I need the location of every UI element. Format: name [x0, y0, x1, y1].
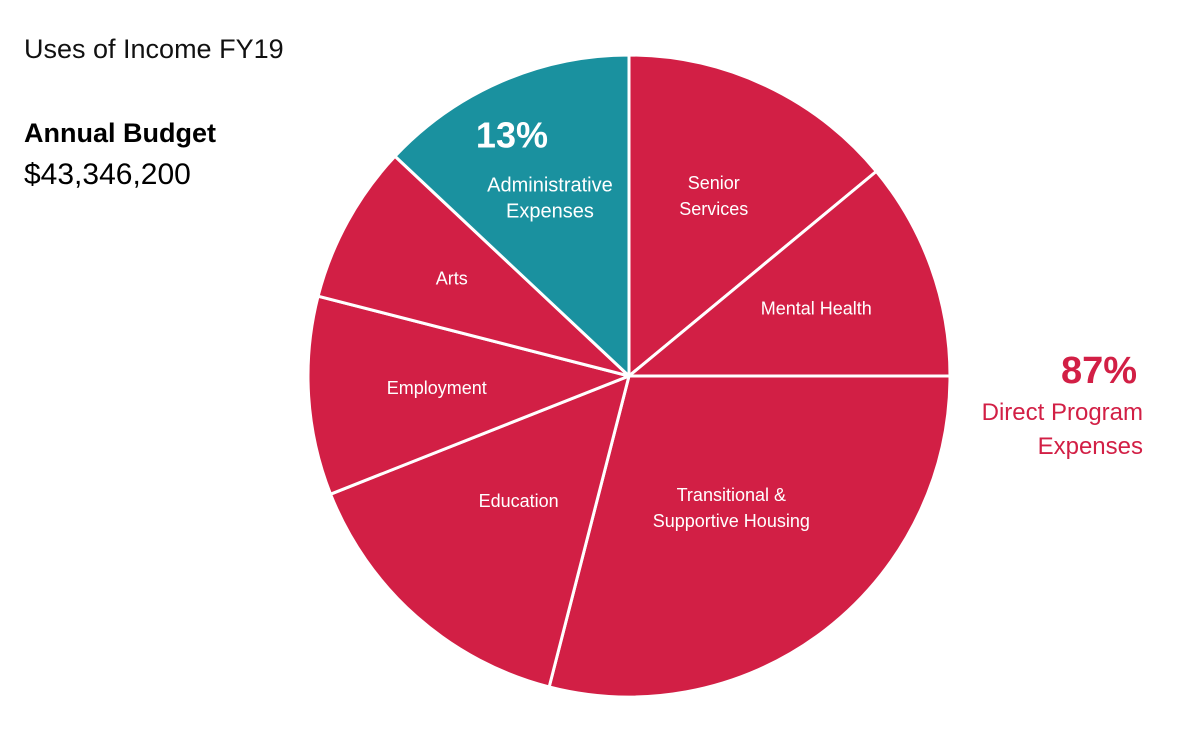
pie-slice-education	[329, 374, 631, 689]
pie-slice-mental-health	[627, 169, 952, 378]
pie-slice-administrative-expenses	[393, 53, 631, 378]
pie-label-senior-services: Senior Services	[679, 173, 748, 219]
pie-label-mental-health: Mental Health	[761, 299, 872, 319]
pie-slice-arts	[316, 154, 631, 378]
pie-labels: Senior Services Mental Health Transitional …	[387, 114, 872, 531]
pie-slice-employment	[306, 294, 631, 496]
chart-title: Uses of Income FY19	[24, 34, 284, 64]
budget-value: $43,346,200	[24, 158, 191, 191]
pie-slice-senior-services	[627, 53, 878, 378]
pie-label-employment: Employment	[387, 378, 487, 398]
pie-slice-transitional-supportive-housing	[547, 374, 952, 699]
pie-slices	[306, 53, 952, 699]
pie-slice-percent-administrative-expenses: 13%	[476, 114, 548, 155]
pie-label-arts: Arts	[436, 269, 468, 289]
pie-label-education: Education	[479, 491, 559, 511]
pie-label-administrative-expenses: Administrative Expenses	[487, 174, 613, 222]
budget-label: Annual Budget	[24, 118, 216, 148]
direct-program-label: Direct Program Expenses	[981, 399, 1143, 460]
pie-label-transitional-supportive-housing: Transitional & Supportive Housing	[653, 485, 810, 531]
direct-program-percent: 87%	[1060, 350, 1137, 392]
